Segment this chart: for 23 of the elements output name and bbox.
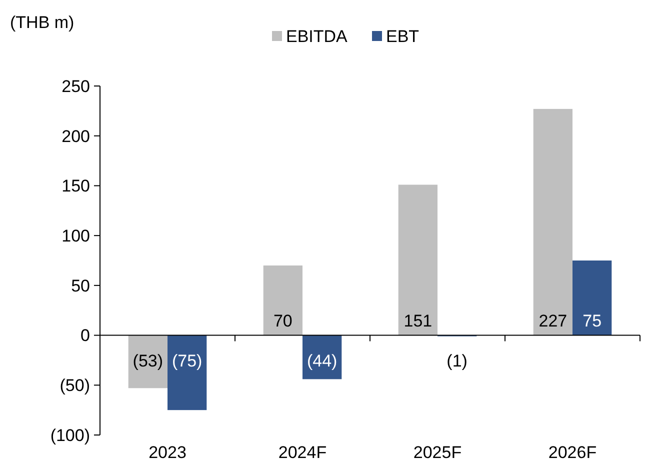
data-label: 70 (273, 311, 292, 330)
x-tick-label: 2024F (278, 443, 327, 462)
y-tick-label: 200 (62, 126, 90, 146)
data-label: (75) (172, 351, 202, 370)
y-tick-label: (100) (50, 426, 90, 445)
data-label: (1) (446, 351, 468, 370)
legend-label: EBITDA (286, 27, 348, 46)
y-tick-label: (50) (60, 376, 90, 396)
data-label: 151 (404, 311, 432, 330)
data-label: 227 (538, 311, 568, 330)
y-axis-title: (THB m) (10, 13, 74, 32)
y-tick-label: 100 (62, 226, 90, 246)
x-tick-label: 2025F (413, 443, 462, 462)
y-tick-label: 50 (71, 276, 90, 296)
y-tick-label: 250 (62, 76, 90, 96)
data-label: 75 (582, 311, 602, 330)
x-tick-label: 2023 (148, 443, 186, 462)
y-tick-label: 0 (80, 326, 90, 346)
data-label: (53) (132, 351, 164, 370)
y-tick-label: 150 (62, 176, 90, 196)
data-label: (44) (306, 351, 338, 370)
x-tick-label: 2026F (548, 443, 597, 462)
legend-label: EBT (386, 27, 420, 46)
